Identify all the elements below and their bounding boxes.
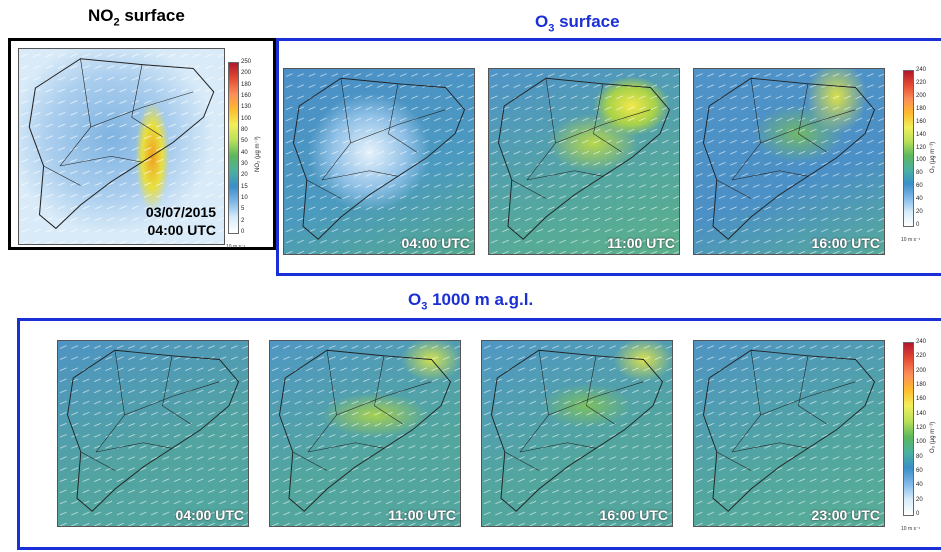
colorbar <box>903 70 914 227</box>
map: 03/07/2015 04:00 UTC <box>18 48 225 245</box>
colorbar-tick-label: 200 <box>916 92 927 99</box>
time-label: 11:00 UTC <box>607 235 675 251</box>
colorbar-tick-label: 160 <box>241 93 252 99</box>
title-sub: 3 <box>421 300 428 313</box>
colorbar-tick-label: 40 <box>916 196 923 203</box>
colorbar-tick-label: 0 <box>916 511 920 517</box>
colorbar-tick-label: 120 <box>916 425 927 431</box>
colorbar-tick-label: 5 <box>241 206 245 213</box>
colorbar-tick-label: 140 <box>916 131 927 138</box>
colorbar-tick-label: 15 <box>241 183 248 190</box>
title-sub: 2 <box>113 16 120 29</box>
map: 11:00 UTC <box>269 340 461 527</box>
time-label: 04:00 UTC <box>175 507 244 523</box>
time-label: 23:00 UTC <box>811 507 880 523</box>
colorbar-tick-label: 100 <box>241 115 252 122</box>
map: 23:00 UTC <box>693 340 885 527</box>
title-sub: 3 <box>548 22 555 35</box>
colorbar-tick-label: 240 <box>916 339 927 345</box>
time-label: 11:00 UTC <box>388 507 456 523</box>
colorbar-tick-label: 220 <box>916 79 927 86</box>
colorbar-label: NO₂ (µg m⁻³) <box>255 136 261 172</box>
colorbar-label: O₃ (µg m⁻³) <box>930 141 936 173</box>
colorbar-tick-label: 80 <box>916 170 923 177</box>
colorbar-tick-label: 30 <box>241 161 248 167</box>
colorbar-tick-label: 20 <box>916 209 923 216</box>
colorbar-tick-label: 100 <box>916 439 927 446</box>
title-text: O <box>535 12 549 31</box>
o3-1000m-title: O3 1000 m a.g.l. <box>408 290 533 312</box>
colorbar-tick-label: 40 <box>241 149 248 156</box>
colorbar-tick-label: 10 <box>241 195 248 201</box>
colorbar-tick-label: 100 <box>916 157 927 164</box>
wind-scale: 10 m s⁻¹ <box>226 244 246 250</box>
colorbar-tick-label: 60 <box>916 183 923 190</box>
date-label: 03/07/2015 <box>145 204 216 220</box>
colorbar-tick-label: 80 <box>916 453 923 460</box>
colorbar-tick-label: 180 <box>916 382 927 388</box>
colorbar-tick-label: 20 <box>241 172 248 179</box>
o3-1000m-frame <box>17 318 941 550</box>
wind-scale: 10 m s⁻¹ <box>901 526 921 532</box>
wind-scale: 10 m s⁻¹ <box>901 237 921 243</box>
colorbar-tick-label: 200 <box>916 367 927 374</box>
title-text: O <box>408 290 422 309</box>
colorbar <box>903 342 914 516</box>
title-text: surface <box>119 6 185 25</box>
o3-surface-frame <box>276 38 941 276</box>
no2-frame <box>8 38 276 250</box>
colorbar-tick-label: 200 <box>241 70 252 77</box>
title-text: NO <box>88 6 114 25</box>
colorbar-tick-label: 80 <box>241 127 248 133</box>
colorbar-tick-label: 60 <box>916 468 923 474</box>
colorbar-tick-label: 50 <box>241 138 248 145</box>
colorbar-tick-label: 20 <box>916 496 923 503</box>
title-text: 1000 m a.g.l. <box>427 290 534 309</box>
colorbar-tick-label: 120 <box>916 144 927 151</box>
o3-surface-title: O3 surface <box>535 12 620 34</box>
colorbar-tick-label: 0 <box>916 222 920 228</box>
colorbar-label: O₃ (µg m⁻³) <box>930 421 936 453</box>
time-label: 16:00 UTC <box>599 507 668 523</box>
colorbar-tick-label: 130 <box>241 104 252 111</box>
colorbar-tick-label: 40 <box>916 482 923 489</box>
colorbar-tick-label: 180 <box>241 81 252 88</box>
colorbar <box>228 62 239 234</box>
colorbar-tick-label: 140 <box>916 410 927 417</box>
colorbar-tick-label: 240 <box>916 67 927 73</box>
colorbar-tick-label: 180 <box>916 105 927 112</box>
colorbar-tick-label: 160 <box>916 396 927 403</box>
colorbar-tick-label: 220 <box>916 353 927 360</box>
colorbar-tick-label: 0 <box>241 229 245 235</box>
map: 04:00 UTC <box>283 68 475 255</box>
map: 11:00 UTC <box>488 68 680 255</box>
colorbar-tick-label: 250 <box>241 59 252 65</box>
colorbar-tick-label: 2 <box>241 217 245 224</box>
map: 04:00 UTC <box>57 340 249 527</box>
colorbar-tick-label: 160 <box>916 118 927 125</box>
time-label: 16:00 UTC <box>811 235 880 251</box>
title-text: surface <box>554 12 620 31</box>
time-label: 04:00 UTC <box>147 222 216 238</box>
map: 16:00 UTC <box>481 340 673 527</box>
map: 16:00 UTC <box>693 68 885 255</box>
time-label: 04:00 UTC <box>401 235 470 251</box>
no2-title: NO2 surface <box>88 6 185 28</box>
